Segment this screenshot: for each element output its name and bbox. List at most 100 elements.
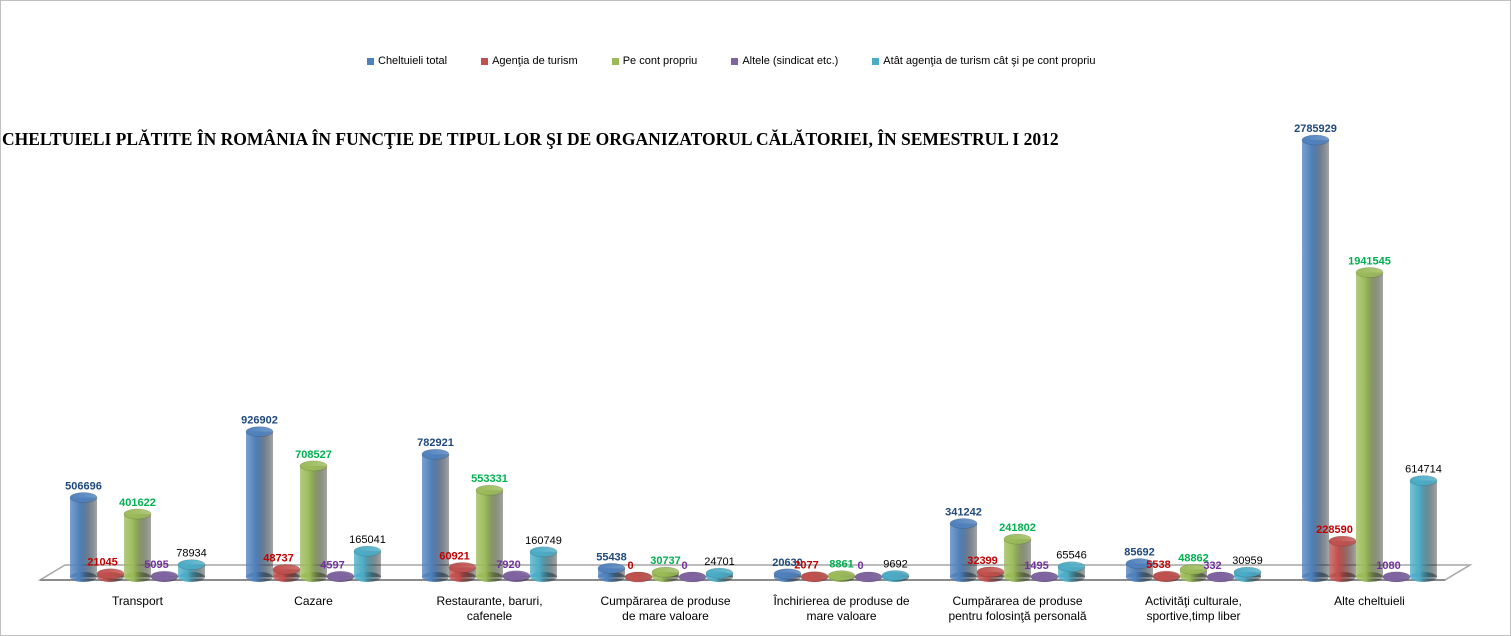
data-label: 553331 bbox=[471, 473, 508, 485]
legend-label: Cheltuieli total bbox=[378, 55, 448, 67]
data-label: 1080 bbox=[1376, 560, 1400, 572]
bar bbox=[1057, 561, 1086, 582]
bar bbox=[326, 570, 355, 582]
bar bbox=[597, 562, 626, 582]
data-label: 9692 bbox=[883, 558, 907, 570]
legend-swatch bbox=[731, 57, 739, 65]
data-label: 614714 bbox=[1405, 464, 1442, 476]
bar bbox=[624, 571, 653, 583]
bar bbox=[1206, 571, 1235, 583]
category-label: Închirierea de produse de bbox=[772, 593, 909, 608]
data-label: 1495 bbox=[1024, 560, 1048, 572]
data-label: 926902 bbox=[241, 415, 278, 427]
bar bbox=[1003, 533, 1032, 582]
data-label: 60921 bbox=[439, 550, 470, 562]
data-label: 2077 bbox=[794, 560, 818, 572]
bar bbox=[705, 567, 734, 582]
bar bbox=[1030, 571, 1059, 583]
bar bbox=[1301, 134, 1330, 582]
bar bbox=[96, 568, 125, 582]
bar bbox=[353, 545, 382, 582]
bar bbox=[299, 460, 328, 582]
bar bbox=[245, 426, 274, 582]
legend-label: Altele (sindicat etc.) bbox=[742, 55, 839, 67]
data-label: 21045 bbox=[87, 557, 118, 569]
bar bbox=[1328, 535, 1357, 582]
bar bbox=[475, 484, 504, 582]
bar bbox=[976, 566, 1005, 582]
data-label: 24701 bbox=[704, 556, 735, 568]
data-label: 228590 bbox=[1316, 524, 1353, 536]
bar bbox=[150, 570, 179, 582]
data-label: 0 bbox=[627, 560, 633, 572]
bar bbox=[1355, 267, 1384, 582]
bar bbox=[69, 492, 98, 582]
category-label: Cumpărarea de produse bbox=[600, 594, 730, 608]
data-label: 4597 bbox=[320, 559, 344, 571]
category-label: Cazare bbox=[294, 594, 333, 608]
data-label: 30737 bbox=[650, 555, 681, 567]
data-label: 20630 bbox=[772, 557, 803, 569]
data-label: 0 bbox=[857, 560, 863, 572]
bar bbox=[123, 508, 152, 582]
data-label: 65546 bbox=[1056, 550, 1087, 562]
data-label: 2785929 bbox=[1294, 123, 1337, 135]
legend-swatch bbox=[367, 57, 374, 65]
data-label: 165041 bbox=[349, 534, 386, 546]
legend-label: Agenţia de turism bbox=[492, 55, 578, 67]
data-label: 8861 bbox=[829, 559, 853, 571]
category-label: mare valoare bbox=[806, 609, 876, 623]
legend: Cheltuieli total Agenţia de turism Pe cont… bbox=[367, 55, 1129, 67]
data-label: 5095 bbox=[144, 559, 168, 571]
legend-label: Atât agenţia de turism cât şi pe cont pr… bbox=[883, 55, 1096, 67]
bar bbox=[678, 571, 707, 583]
data-label: 401622 bbox=[119, 497, 156, 509]
legend-item: Cheltuieli total bbox=[367, 55, 447, 67]
data-label: 506696 bbox=[65, 481, 102, 493]
data-label: 55438 bbox=[596, 551, 627, 563]
bar bbox=[502, 570, 531, 582]
data-label: 85692 bbox=[1124, 547, 1155, 559]
bar bbox=[272, 563, 301, 582]
bar bbox=[773, 568, 802, 582]
data-label: 32399 bbox=[967, 555, 998, 567]
bar bbox=[881, 570, 910, 582]
bar bbox=[800, 571, 829, 583]
category-label: de mare valoare bbox=[622, 609, 709, 623]
legend-item: Agenţia de turism bbox=[481, 55, 578, 67]
bar bbox=[1125, 558, 1154, 582]
data-label: 30959 bbox=[1232, 555, 1263, 567]
legend-swatch bbox=[872, 57, 880, 65]
chart-title: CHELTUIELI PLĂTITE ÎN ROMÂNIA ÎN FUNCŢIE… bbox=[2, 129, 1059, 149]
legend-swatch bbox=[481, 57, 489, 65]
data-label: 78934 bbox=[176, 548, 207, 560]
bar bbox=[1409, 475, 1438, 582]
category-label: pentru folosinţă personală bbox=[948, 609, 1086, 623]
bar bbox=[854, 571, 883, 583]
data-label: 241802 bbox=[999, 522, 1036, 534]
bar bbox=[177, 559, 206, 582]
data-label: 708527 bbox=[295, 449, 332, 461]
bar bbox=[827, 570, 856, 582]
bar bbox=[651, 566, 680, 582]
category-label: Cumpărarea de produse bbox=[952, 594, 1082, 608]
bar bbox=[448, 562, 477, 582]
legend-item: Altele (sindicat etc.) bbox=[731, 55, 838, 67]
data-label: 48862 bbox=[1178, 552, 1209, 564]
bar bbox=[421, 448, 450, 582]
data-label: 782921 bbox=[417, 437, 454, 449]
data-label: 0 bbox=[681, 560, 687, 572]
category-label: Activităţi culturale, bbox=[1145, 594, 1242, 608]
category-label: Restaurante, baruri, bbox=[436, 594, 542, 608]
bar bbox=[1179, 563, 1208, 582]
bar bbox=[1152, 570, 1181, 582]
legend-item: Pe cont propriu bbox=[611, 55, 698, 67]
bar bbox=[1382, 571, 1411, 583]
data-label: 1941545 bbox=[1348, 255, 1391, 267]
data-label: 332 bbox=[1203, 560, 1221, 572]
category-label: Transport bbox=[112, 594, 164, 608]
category-label: Alte cheltuieli bbox=[1334, 594, 1405, 608]
bar bbox=[529, 546, 558, 582]
legend-label: Pe cont propriu bbox=[622, 55, 698, 67]
